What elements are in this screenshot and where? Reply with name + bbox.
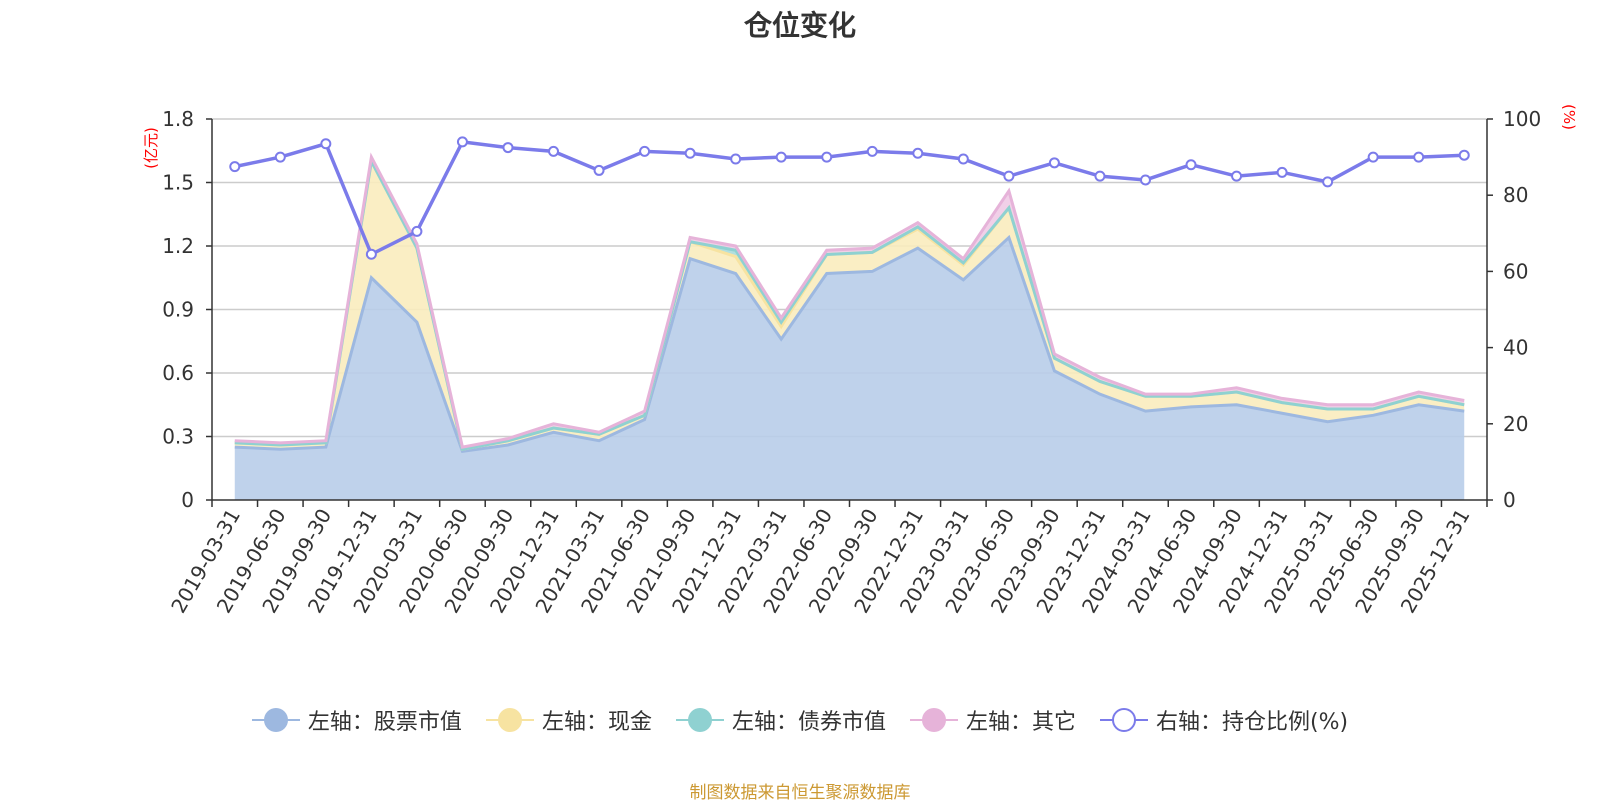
right-tick-label: 60 <box>1503 259 1528 283</box>
right-tick-label: 40 <box>1503 336 1528 360</box>
ratio-point <box>1231 170 1243 182</box>
ratio-point <box>957 153 969 165</box>
ratio-point <box>684 147 696 159</box>
chart-area: 00.30.60.91.21.51.80204060801002019-03-3… <box>142 104 1578 617</box>
legend-label: 右轴：持仓比例(%) <box>1155 710 1349 735</box>
legend-item[interactable]: 左轴：现金 <box>485 704 652 736</box>
right-tick-label: 100 <box>1503 107 1541 131</box>
legend-label: 左轴：现金 <box>541 710 652 735</box>
left-tick-label: 1.5 <box>162 171 194 195</box>
legend-marker-icon <box>485 707 534 733</box>
ratio-point <box>1048 157 1060 169</box>
ratio-point <box>1003 170 1015 182</box>
series-lines <box>234 139 1465 453</box>
legend: 左轴：股票市值 左轴：现金 左轴：债券市值 左轴：其它 右轴：持仓比例(%) <box>0 704 1600 736</box>
ratio-line <box>234 139 1465 257</box>
ratio-point <box>775 151 787 163</box>
ratio-point <box>593 164 605 176</box>
left-tick-label: 0.3 <box>162 425 194 449</box>
ratio-point <box>1139 174 1151 186</box>
legend-item[interactable]: 左轴：债券市值 <box>675 704 886 736</box>
legend-marker-icon <box>1099 707 1148 733</box>
chart-title: 仓位变化 <box>743 9 856 42</box>
left-tick-label: 1.2 <box>162 234 194 258</box>
right-tick-label: 0 <box>1503 488 1516 512</box>
right-tick-label: 80 <box>1503 183 1528 207</box>
ratio-point <box>1458 149 1470 161</box>
area-0 <box>234 237 1465 501</box>
legend-label: 左轴：其它 <box>965 710 1076 735</box>
ratio-point <box>548 145 560 157</box>
legend-item[interactable]: 左轴：其它 <box>909 704 1076 736</box>
ratio-point <box>274 151 286 163</box>
ratio-point <box>1185 159 1197 171</box>
right-tick-label: 20 <box>1503 412 1528 436</box>
ratio-points <box>229 136 1470 260</box>
series-line-0 <box>234 234 1465 453</box>
legend-item[interactable]: 右轴：持仓比例(%) <box>1099 704 1349 736</box>
legend-marker-icon <box>909 707 958 733</box>
ratio-point <box>1094 170 1106 182</box>
data-source-note: 制图数据来自恒生聚源数据库 <box>689 783 911 803</box>
ratio-point <box>866 145 878 157</box>
ratio-point <box>229 161 241 173</box>
ratio-point <box>320 138 332 150</box>
ratio-point <box>912 147 924 159</box>
legend-label: 左轴：股票市值 <box>307 710 462 735</box>
legend-label: 左轴：债券市值 <box>731 710 886 735</box>
ratio-point <box>1367 151 1379 163</box>
legend-marker-icon <box>251 707 300 733</box>
ratio-point <box>1413 151 1425 163</box>
ratio-point <box>411 225 423 237</box>
ratio-point <box>1276 166 1288 178</box>
ratio-point <box>365 248 377 260</box>
axes <box>206 118 1493 507</box>
ratio-point <box>639 145 651 157</box>
ratio-point <box>456 136 468 148</box>
left-tick-label: 0.6 <box>162 361 194 385</box>
left-tick-label: 0 <box>181 488 194 512</box>
right-axis-unit: (%) <box>1560 104 1578 130</box>
left-tick-label: 1.8 <box>162 107 194 131</box>
ratio-point <box>730 153 742 165</box>
left-tick-label: 0.9 <box>162 298 194 322</box>
left-axis-unit: (亿元) <box>142 127 160 169</box>
ratio-point <box>1322 176 1334 188</box>
legend-item[interactable]: 左轴：股票市值 <box>251 704 462 736</box>
area-series <box>234 157 1465 501</box>
ratio-point <box>502 142 514 154</box>
series-line-3 <box>234 152 1465 449</box>
legend-marker-icon <box>675 707 724 733</box>
ratio-point <box>821 151 833 163</box>
